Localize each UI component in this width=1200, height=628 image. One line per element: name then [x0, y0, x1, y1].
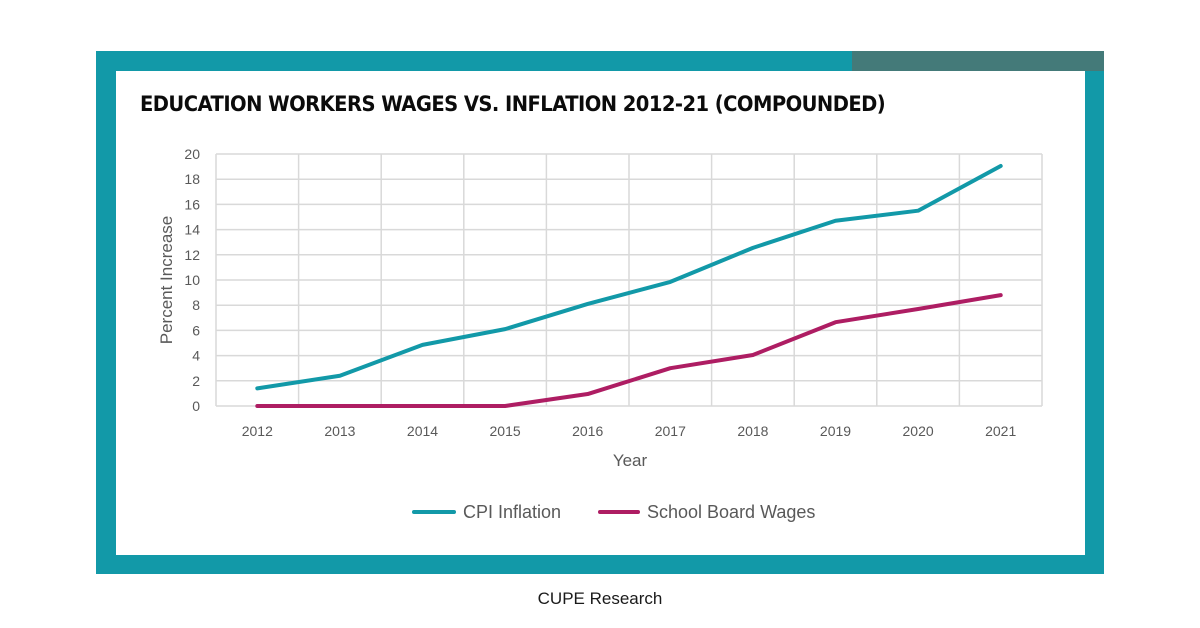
y-axis-label: Percent Increase [157, 216, 176, 345]
x-tick-label: 2021 [985, 423, 1016, 439]
x-tick-label: 2020 [903, 423, 934, 439]
chart-panel [116, 71, 1085, 555]
y-axis-ticks: 0 2 4 6 8 10 12 14 16 18 20 [184, 146, 200, 414]
chart-title: EDUCATION WORKERS WAGES VS. INFLATION 20… [140, 92, 886, 116]
y-tick-label: 0 [192, 398, 200, 414]
y-tick-label: 18 [184, 171, 200, 187]
x-tick-label: 2012 [242, 423, 273, 439]
source-caption: CUPE Research [537, 589, 663, 608]
x-tick-label: 2014 [407, 423, 438, 439]
cpi-inflation-line [255, 163, 1003, 391]
school-board-wages-line [255, 293, 1003, 408]
y-tick-label: 10 [184, 272, 200, 288]
y-tick-label: 4 [192, 348, 200, 364]
x-tick-label: 2016 [572, 423, 603, 439]
chart-gridlines [215, 153, 1043, 407]
x-tick-label: 2019 [820, 423, 851, 439]
chart-series [255, 163, 1003, 408]
legend-wages-label: School Board Wages [647, 502, 815, 522]
x-tick-label: 2018 [737, 423, 768, 439]
y-tick-label: 6 [192, 322, 200, 338]
y-tick-label: 2 [192, 373, 200, 389]
legend-cpi-label: CPI Inflation [463, 502, 561, 522]
y-tick-label: 14 [184, 222, 200, 238]
x-tick-label: 2015 [490, 423, 521, 439]
frame-accent-bar [852, 51, 1104, 71]
y-tick-label: 8 [192, 297, 200, 313]
x-axis-ticks: 2012 2013 2014 2015 2016 2017 2018 2019 2020 2021 [242, 423, 1017, 439]
y-tick-label: 16 [184, 196, 200, 212]
x-axis-label: Year [613, 451, 648, 470]
x-tick-label: 2013 [324, 423, 355, 439]
y-tick-label: 20 [184, 146, 200, 162]
chart-legend: CPI Inflation School Board Wages [412, 502, 815, 522]
x-tick-label: 2017 [655, 423, 686, 439]
y-tick-label: 12 [184, 247, 200, 263]
